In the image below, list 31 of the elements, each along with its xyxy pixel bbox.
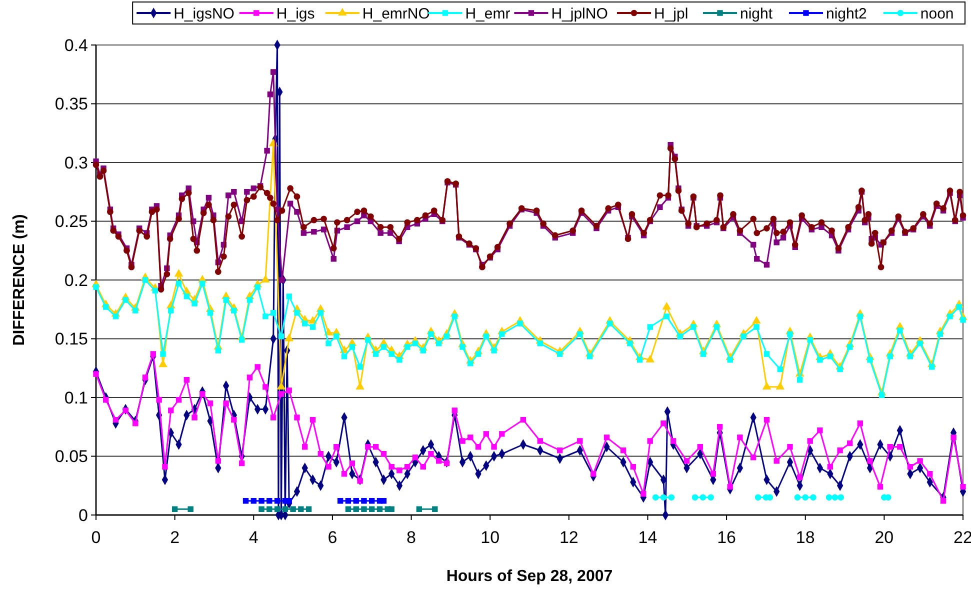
legend-label: night2 — [826, 5, 867, 22]
legend-label: H_jplNO — [551, 5, 608, 22]
y-tick-label: 0.4 — [64, 36, 88, 55]
x-tick-label: 14 — [638, 528, 658, 547]
legend-label: night — [740, 5, 774, 22]
legend-label: H_igsNO — [174, 5, 234, 22]
y-tick-label: 0.35 — [54, 94, 88, 114]
x-tick-label: 10 — [480, 528, 500, 547]
y-tick-label: 0.25 — [54, 212, 88, 232]
y-tick-label: 0.1 — [64, 388, 88, 408]
y-tick-label: 0 — [78, 506, 88, 525]
x-tick-label: 4 — [248, 528, 258, 547]
y-tick-label: 0.2 — [64, 270, 88, 290]
x-tick-label: 6 — [328, 528, 338, 547]
legend-label: H_jpl — [654, 5, 688, 22]
y-tick-label: 0.15 — [54, 330, 88, 349]
legend-label: H_igs — [276, 5, 315, 22]
y-tick-label: 0.3 — [64, 153, 88, 172]
legend-label: H_emr — [465, 5, 510, 22]
x-tick-label: 16 — [717, 528, 736, 547]
x-tick-label: 12 — [559, 528, 578, 547]
x-axis-title: Hours of Sep 28, 2007 — [446, 568, 613, 585]
x-tick-label: 20 — [874, 528, 894, 547]
legend-label: noon — [920, 5, 954, 22]
y-axis-title: DIFFERENCE (m) — [11, 214, 28, 346]
x-tick-label: 2 — [170, 528, 180, 547]
legend-label: H_emrNO — [362, 5, 430, 22]
x-tick-label: 8 — [406, 528, 416, 547]
x-tick-label: 0 — [91, 528, 101, 547]
x-tick-label: 18 — [796, 528, 815, 547]
y-tick-label: 0.05 — [54, 447, 88, 466]
